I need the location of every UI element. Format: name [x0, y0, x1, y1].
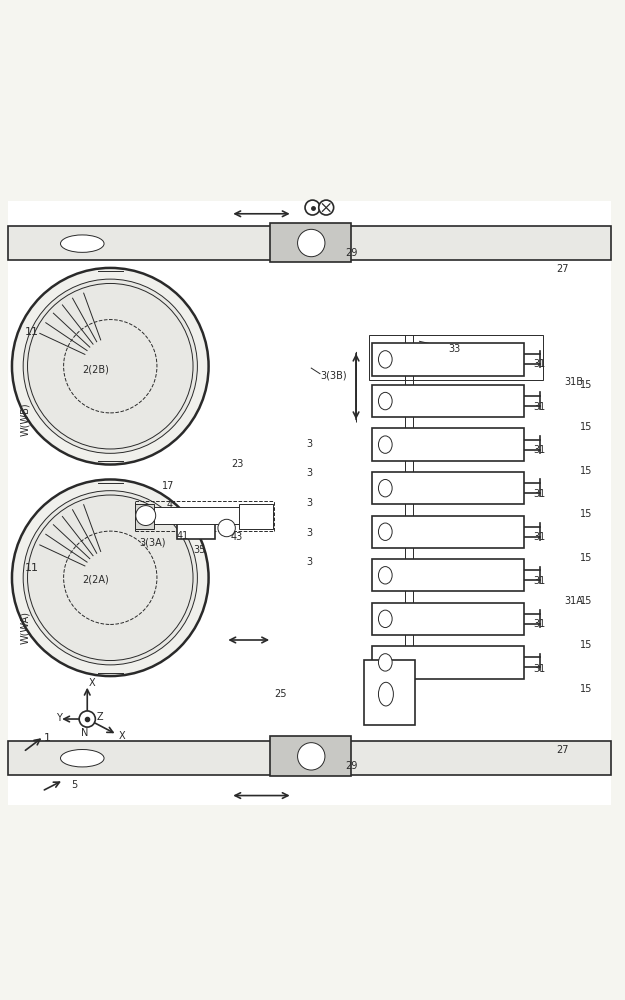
Bar [372, 343, 524, 376]
Text: 15: 15 [580, 596, 592, 606]
Bar [372, 646, 524, 679]
Text: 31: 31 [533, 359, 546, 369]
Text: 27: 27 [556, 264, 569, 274]
Text: 31: 31 [533, 402, 546, 412]
Ellipse shape [379, 682, 393, 706]
Text: 11: 11 [25, 563, 39, 573]
Text: 15: 15 [580, 553, 592, 563]
Bar [372, 385, 524, 417]
Text: 3(3A): 3(3A) [139, 537, 166, 547]
Text: 41: 41 [177, 531, 189, 541]
Circle shape [12, 479, 209, 676]
Text: 33: 33 [448, 344, 461, 354]
Text: 27: 27 [556, 745, 569, 755]
Text: 3(3B): 3(3B) [320, 371, 347, 381]
Bar [372, 603, 524, 635]
Text: 31: 31 [533, 664, 546, 674]
Ellipse shape [379, 436, 392, 453]
Circle shape [79, 711, 96, 727]
Circle shape [298, 743, 325, 770]
Text: 31: 31 [533, 576, 546, 586]
Bar [369, 335, 542, 380]
Text: 25: 25 [274, 689, 286, 699]
Bar [239, 504, 273, 529]
Bar [135, 504, 154, 529]
Text: 35: 35 [193, 545, 206, 555]
Text: W(WB): W(WB) [20, 402, 30, 436]
Ellipse shape [379, 654, 392, 671]
Bar [177, 517, 216, 539]
Text: 1: 1 [44, 733, 51, 743]
Bar [372, 516, 524, 548]
Ellipse shape [379, 479, 392, 497]
Text: Z: Z [97, 712, 103, 722]
Ellipse shape [379, 610, 392, 628]
Text: 4: 4 [166, 500, 172, 510]
Circle shape [305, 200, 320, 215]
Text: 3: 3 [306, 557, 312, 567]
Bar [372, 428, 524, 461]
Circle shape [23, 491, 198, 665]
Circle shape [136, 506, 156, 526]
Text: 23: 23 [232, 459, 244, 469]
Text: 31: 31 [533, 489, 546, 499]
Bar [364, 660, 414, 725]
Text: 17: 17 [162, 481, 174, 491]
Text: 3: 3 [306, 498, 312, 508]
Bar [372, 559, 524, 591]
Bar [270, 223, 351, 262]
Text: 2(2A): 2(2A) [82, 575, 109, 585]
Ellipse shape [61, 235, 104, 252]
Text: W(WA): W(WA) [20, 611, 30, 644]
Ellipse shape [379, 523, 392, 540]
Text: 43: 43 [231, 532, 242, 542]
Circle shape [12, 268, 209, 465]
Text: 29: 29 [345, 761, 358, 771]
Bar [276, 201, 292, 799]
Ellipse shape [379, 567, 392, 584]
Bar [294, 201, 310, 799]
Ellipse shape [379, 351, 392, 368]
Text: N: N [81, 728, 88, 738]
Bar [8, 226, 611, 260]
Text: 3: 3 [306, 528, 312, 538]
Text: Y: Y [56, 713, 62, 723]
Text: 3: 3 [306, 439, 312, 449]
Ellipse shape [61, 750, 104, 767]
Text: 31: 31 [533, 532, 546, 542]
Text: 31A: 31A [564, 596, 583, 606]
Text: 15: 15 [580, 380, 592, 390]
Text: 31: 31 [533, 445, 546, 455]
Circle shape [319, 200, 334, 215]
Text: 15: 15 [580, 640, 592, 650]
Text: 15: 15 [580, 466, 592, 476]
Text: 15: 15 [580, 509, 592, 519]
Text: 3: 3 [306, 468, 312, 478]
Text: 29: 29 [345, 248, 358, 258]
Bar [135, 507, 250, 524]
Text: 31B: 31B [564, 377, 584, 387]
Text: X: X [89, 678, 96, 688]
Text: 31: 31 [533, 619, 546, 629]
Bar [311, 201, 325, 799]
Text: 2(2B): 2(2B) [82, 364, 109, 374]
Bar [8, 741, 611, 775]
Circle shape [218, 519, 236, 537]
Text: X: X [118, 731, 125, 741]
Circle shape [298, 229, 325, 257]
Bar [372, 472, 524, 504]
Text: 11: 11 [25, 327, 39, 337]
Bar [326, 201, 339, 799]
Text: 15: 15 [580, 684, 592, 694]
Ellipse shape [379, 392, 392, 410]
Text: 5: 5 [71, 780, 78, 790]
Bar [270, 736, 351, 776]
Circle shape [23, 279, 198, 453]
Text: 15: 15 [580, 422, 592, 432]
